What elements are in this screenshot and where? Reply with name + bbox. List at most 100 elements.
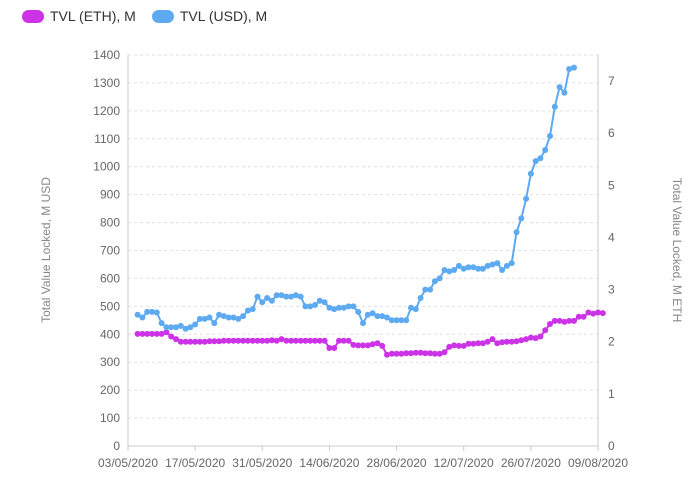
data-point-usd xyxy=(494,260,501,267)
x-tick-label: 26/07/2020 xyxy=(501,456,561,470)
data-point-usd xyxy=(417,295,424,301)
data-point-usd xyxy=(479,265,486,272)
data-point-usd xyxy=(235,315,242,322)
data-point-usd xyxy=(206,314,213,321)
left-tick-label: 0 xyxy=(113,439,120,453)
legend-swatch-usd xyxy=(151,9,174,23)
data-point-eth xyxy=(240,337,247,344)
data-point-eth xyxy=(182,338,189,345)
data-point-eth xyxy=(134,330,141,337)
data-point-usd xyxy=(331,306,338,313)
data-point-usd xyxy=(537,155,544,162)
data-point-usd xyxy=(259,299,266,306)
data-point-usd xyxy=(312,302,318,308)
data-point-usd xyxy=(340,304,347,311)
data-point-eth xyxy=(551,317,558,324)
data-point-usd xyxy=(144,308,151,315)
data-point-usd xyxy=(192,321,199,328)
legend-item-usd[interactable]: TVL (USD), M xyxy=(151,8,267,24)
right-tick-label: 0 xyxy=(608,439,615,453)
left-tick-label: 100 xyxy=(100,411,120,425)
data-point-eth xyxy=(503,338,510,345)
data-point-eth xyxy=(384,351,390,358)
data-point-usd xyxy=(268,297,275,304)
data-point-eth xyxy=(489,336,496,343)
data-point-usd xyxy=(436,275,443,282)
data-point-eth xyxy=(599,310,606,317)
data-point-usd xyxy=(523,195,530,202)
data-point-usd xyxy=(465,264,472,271)
data-point-usd xyxy=(532,158,539,165)
data-point-usd xyxy=(398,317,405,324)
data-point-eth xyxy=(431,350,438,357)
left-tick-label: 600 xyxy=(100,271,120,285)
right-y-axis: 0 1 2 3 4 5 6 7 xyxy=(597,55,615,453)
data-point-eth xyxy=(451,342,458,349)
data-point-usd xyxy=(187,324,194,331)
x-tick-label: 12/07/2020 xyxy=(434,456,494,470)
data-point-usd xyxy=(403,317,410,324)
data-point-usd xyxy=(316,297,323,304)
data-point-eth xyxy=(417,349,424,356)
data-point-usd xyxy=(149,308,155,315)
data-point-usd xyxy=(134,311,141,318)
data-point-eth xyxy=(273,337,280,344)
data-point-eth xyxy=(479,340,486,347)
y-axis-label-right: Total Value Locked, M ETH xyxy=(670,178,684,323)
data-point-eth xyxy=(508,338,515,345)
data-point-eth xyxy=(465,340,472,347)
data-point-usd xyxy=(240,313,247,320)
legend-item-eth[interactable]: TVL (ETH), M xyxy=(22,8,136,24)
data-point-eth xyxy=(220,337,227,344)
data-point-usd xyxy=(297,293,304,300)
data-point-usd xyxy=(307,303,314,310)
data-point-usd xyxy=(422,286,429,293)
data-point-usd xyxy=(427,286,434,293)
data-point-usd xyxy=(508,260,515,267)
data-point-usd xyxy=(412,306,419,313)
data-point-eth xyxy=(542,327,549,334)
right-tick-label: 1 xyxy=(608,387,615,401)
right-tick-label: 2 xyxy=(608,335,615,349)
left-tick-label: 1300 xyxy=(93,76,120,90)
data-point-eth xyxy=(292,337,299,344)
x-tick-label: 17/05/2020 xyxy=(165,456,225,470)
data-point-eth xyxy=(336,337,342,344)
right-tick-label: 7 xyxy=(608,74,615,88)
data-point-eth xyxy=(158,330,165,337)
x-axis: 03/05/2020 17/05/2020 31/05/2020 14/06/2020… xyxy=(98,445,628,470)
data-point-eth xyxy=(321,337,328,344)
data-point-eth xyxy=(580,313,587,320)
x-tick-label: 31/05/2020 xyxy=(232,456,292,470)
data-point-eth xyxy=(374,340,381,347)
data-point-usd xyxy=(475,265,482,272)
data-point-eth xyxy=(513,338,520,345)
legend-swatch-eth xyxy=(22,9,44,23)
data-point-eth xyxy=(460,342,467,349)
data-point-usd xyxy=(225,314,232,321)
data-point-eth xyxy=(436,350,443,357)
data-point-eth xyxy=(139,330,146,337)
legend-label-eth: TVL (ETH), M xyxy=(50,8,136,24)
data-point-usd xyxy=(518,215,525,222)
data-point-usd xyxy=(273,292,280,299)
series-layer xyxy=(134,64,606,358)
left-tick-label: 500 xyxy=(100,299,120,313)
data-point-usd xyxy=(379,313,386,320)
data-point-eth xyxy=(331,345,338,351)
data-point-eth xyxy=(475,340,482,347)
chart-legend: TVL (ETH), M TVL (USD), M xyxy=(22,8,267,24)
right-tick-label: 4 xyxy=(608,230,615,244)
data-point-eth xyxy=(398,350,405,357)
left-tick-label: 1100 xyxy=(94,132,120,146)
left-tick-label: 1400 xyxy=(93,48,120,62)
data-point-eth xyxy=(379,342,386,349)
data-point-eth xyxy=(360,342,366,349)
data-point-eth xyxy=(412,349,419,356)
x-tick-label: 14/06/2020 xyxy=(299,456,359,470)
right-tick-label: 5 xyxy=(608,178,615,192)
data-point-usd xyxy=(355,308,362,315)
data-point-usd xyxy=(168,324,175,331)
data-point-eth xyxy=(355,342,362,349)
left-tick-label: 400 xyxy=(100,327,120,341)
